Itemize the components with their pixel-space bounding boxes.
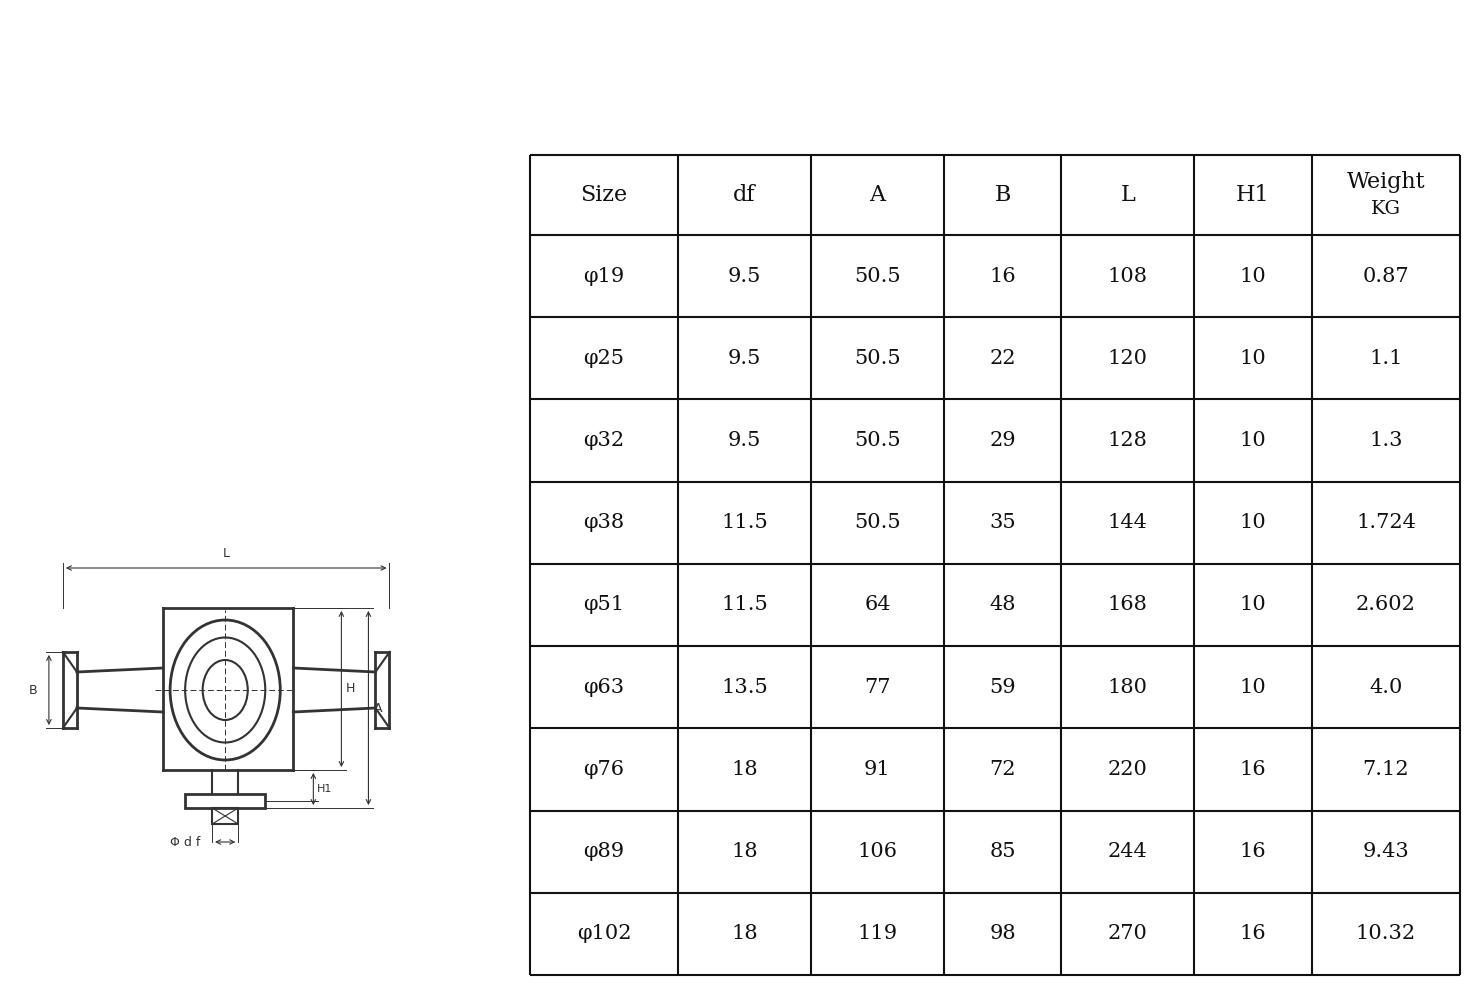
Text: 18: 18 — [732, 842, 758, 861]
Text: 72: 72 — [990, 760, 1017, 779]
Text: 9.5: 9.5 — [729, 267, 761, 286]
Text: Size: Size — [580, 184, 628, 206]
Text: 270: 270 — [1109, 924, 1147, 943]
Text: L: L — [1120, 184, 1135, 206]
Text: 16: 16 — [1239, 842, 1266, 861]
Text: 10: 10 — [1239, 513, 1266, 532]
Text: 244: 244 — [1109, 842, 1147, 861]
Bar — [212, 808, 239, 824]
Text: L: L — [223, 547, 230, 560]
Text: 64: 64 — [864, 595, 890, 614]
Text: φ89: φ89 — [583, 842, 625, 861]
Text: 10: 10 — [1239, 595, 1266, 614]
Text: 144: 144 — [1109, 513, 1147, 532]
Text: 9.5: 9.5 — [729, 349, 761, 368]
Text: 0.87: 0.87 — [1362, 267, 1410, 286]
Text: B: B — [28, 684, 37, 696]
Text: φ76: φ76 — [583, 760, 625, 779]
Text: 128: 128 — [1109, 431, 1147, 450]
Text: A: A — [374, 702, 381, 714]
Text: 29: 29 — [990, 431, 1017, 450]
Text: 1.3: 1.3 — [1370, 431, 1402, 450]
Text: 98: 98 — [990, 924, 1017, 943]
Text: φ32: φ32 — [583, 431, 625, 450]
Text: 50.5: 50.5 — [855, 349, 901, 368]
Text: 59: 59 — [990, 678, 1017, 697]
Text: H1: H1 — [318, 784, 332, 794]
Text: 10: 10 — [1239, 678, 1266, 697]
Text: 16: 16 — [1239, 924, 1266, 943]
Text: 10: 10 — [1239, 267, 1266, 286]
Bar — [186, 794, 266, 808]
Text: φ51: φ51 — [583, 595, 625, 614]
Text: 168: 168 — [1109, 595, 1147, 614]
Text: 7.12: 7.12 — [1362, 760, 1410, 779]
Text: 180: 180 — [1109, 678, 1147, 697]
Text: 16: 16 — [1239, 760, 1266, 779]
Text: 120: 120 — [1109, 349, 1147, 368]
Text: 11.5: 11.5 — [721, 595, 769, 614]
Text: 77: 77 — [864, 678, 890, 697]
Text: 9.5: 9.5 — [729, 431, 761, 450]
Text: KG: KG — [1371, 200, 1401, 218]
Text: φ25: φ25 — [583, 349, 625, 368]
Text: 22: 22 — [990, 349, 1017, 368]
Text: df: df — [733, 184, 755, 206]
Text: B: B — [994, 184, 1011, 206]
Text: 91: 91 — [864, 760, 890, 779]
Text: 9.43: 9.43 — [1362, 842, 1410, 861]
Text: 4.0: 4.0 — [1370, 678, 1402, 697]
Text: 11.5: 11.5 — [721, 513, 769, 532]
Text: 10.32: 10.32 — [1356, 924, 1416, 943]
Text: 35: 35 — [990, 513, 1017, 532]
Text: 50.5: 50.5 — [855, 513, 901, 532]
Text: φ19: φ19 — [583, 267, 625, 286]
Text: 16: 16 — [990, 267, 1017, 286]
Text: H1: H1 — [1236, 184, 1270, 206]
Text: Φ d f: Φ d f — [171, 835, 200, 848]
Text: H: H — [346, 682, 355, 696]
Text: 10: 10 — [1239, 349, 1266, 368]
Text: φ63: φ63 — [583, 678, 625, 697]
Text: 50.5: 50.5 — [855, 267, 901, 286]
Text: 108: 108 — [1109, 267, 1147, 286]
Text: 18: 18 — [732, 760, 758, 779]
Text: 106: 106 — [858, 842, 898, 861]
Text: 50.5: 50.5 — [855, 431, 901, 450]
Text: 48: 48 — [990, 595, 1017, 614]
Text: 18: 18 — [732, 924, 758, 943]
Text: 119: 119 — [858, 924, 898, 943]
Text: φ38: φ38 — [583, 513, 625, 532]
Text: Weight: Weight — [1346, 171, 1425, 193]
Text: 13.5: 13.5 — [721, 678, 769, 697]
Text: 1.1: 1.1 — [1370, 349, 1402, 368]
Text: φ102: φ102 — [577, 924, 631, 943]
Text: 2.602: 2.602 — [1356, 595, 1416, 614]
Text: 10: 10 — [1239, 431, 1266, 450]
Text: 85: 85 — [990, 842, 1017, 861]
Text: A: A — [870, 184, 886, 206]
Text: 1.724: 1.724 — [1356, 513, 1416, 532]
Text: 220: 220 — [1109, 760, 1147, 779]
